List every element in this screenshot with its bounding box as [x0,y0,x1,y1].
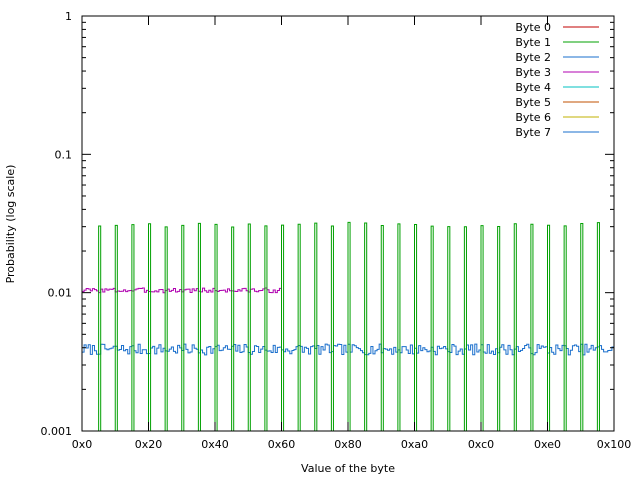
x-tick-label: 0x80 [334,438,362,451]
x-tick-label: 0x60 [268,438,296,451]
x-tick-label: 0xa0 [401,438,428,451]
legend-label-byte-7: Byte 7 [515,126,551,139]
x-axis-label: Value of the byte [301,462,395,475]
series-byte-1-spikes [98,221,600,431]
x-tick-label: 0xe0 [534,438,561,451]
x-tick-label: 0x100 [597,438,632,451]
plot-area [82,221,614,431]
legend-label-byte-4: Byte 4 [515,81,551,94]
axes: 0.001 0.01 0.1 1 0x0 0x20 0x40 0x60 0x80 0xa0 0xc0… [41,10,632,451]
y-tick-label: 0.001 [41,425,73,438]
legend-label-byte-3: Byte 3 [515,66,551,79]
legend-label-byte-6: Byte 6 [515,111,551,124]
x-tick-label: 0x40 [201,438,229,451]
y-tick-label: 1 [65,10,72,23]
y-tick-label: 0.1 [55,148,73,161]
x-tick-label: 0xc0 [468,438,494,451]
y-tick-label: 0.01 [48,287,73,300]
x-tick-label: 0x20 [135,438,163,451]
y-axis-label: Probability (log scale) [4,165,17,284]
x-tick-label: 0x0 [72,438,93,451]
legend: Byte 0 Byte 1 Byte 2 Byte 3 Byte 4 Byte 5 Byte… [515,21,599,139]
legend-label-byte-0: Byte 0 [515,21,551,34]
legend-label-byte-5: Byte 5 [515,96,551,109]
legend-label-byte-1: Byte 1 [515,36,551,49]
legend-label-byte-2: Byte 2 [515,51,551,64]
